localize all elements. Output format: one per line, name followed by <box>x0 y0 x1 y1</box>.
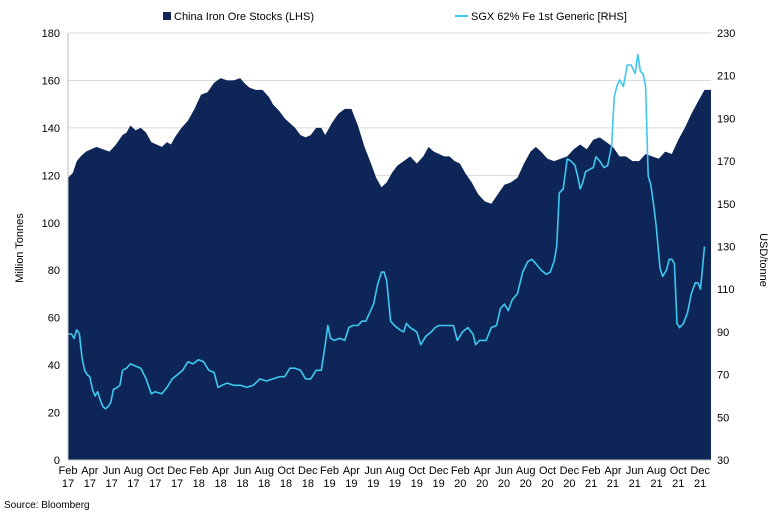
x-tick-year: 21 <box>672 478 684 490</box>
left-tick-label: 100 <box>42 218 60 230</box>
x-tick-year: 20 <box>454 478 466 490</box>
x-tick-month: Feb <box>59 465 78 477</box>
right-tick-label: 230 <box>717 28 735 40</box>
x-tick-month: Apr <box>343 465 360 477</box>
x-tick-year: 17 <box>62 478 74 490</box>
x-tick-month: Aug <box>385 465 405 477</box>
series-line-sgx-price <box>68 53 706 410</box>
right-axis-title: USD/tonne <box>757 233 769 287</box>
x-tick-month: Dec <box>167 465 187 477</box>
x-tick-month: Dec <box>560 465 580 477</box>
x-tick-month: Jun <box>495 465 513 477</box>
x-tick-month: Apr <box>474 465 491 477</box>
right-axis-ticks: 30 50 70 90 110 130 150 170 190 210 230 <box>717 28 735 467</box>
x-tick-year: 17 <box>171 478 183 490</box>
left-tick-label: 160 <box>42 75 60 87</box>
x-tick-month: Oct <box>277 465 294 477</box>
x-tick-month: Oct <box>147 465 164 477</box>
x-tick-year: 20 <box>520 478 532 490</box>
x-tick-month: Dec <box>690 465 710 477</box>
x-tick-year: 20 <box>563 478 575 490</box>
left-tick-label: 0 <box>54 455 60 467</box>
x-tick-year: 21 <box>585 478 597 490</box>
x-tick-year: 18 <box>258 478 270 490</box>
x-tick-month: Jun <box>364 465 382 477</box>
x-tick-year: 19 <box>389 478 401 490</box>
x-tick-month: Jun <box>626 465 644 477</box>
x-tick-year: 20 <box>541 478 553 490</box>
x-tick-year: 17 <box>84 478 96 490</box>
x-tick-month: Feb <box>320 465 339 477</box>
x-tick-year: 18 <box>302 478 314 490</box>
x-tick-year: 19 <box>345 478 357 490</box>
right-tick-label: 210 <box>717 71 735 83</box>
left-tick-label: 120 <box>42 170 60 182</box>
x-tick-year: 20 <box>476 478 488 490</box>
right-tick-label: 30 <box>717 455 729 467</box>
x-tick-year: 19 <box>323 478 335 490</box>
x-tick-year: 17 <box>106 478 118 490</box>
x-tick-year: 21 <box>650 478 662 490</box>
x-tick-year: 21 <box>607 478 619 490</box>
x-tick-year: 18 <box>214 478 226 490</box>
left-tick-label: 60 <box>48 313 60 325</box>
left-axis-title: Million Tonnes <box>14 213 26 283</box>
right-tick-label: 190 <box>717 113 735 125</box>
right-tick-label: 170 <box>717 156 735 168</box>
x-tick-month: Apr <box>604 465 621 477</box>
right-tick-label: 150 <box>717 199 735 211</box>
left-tick-label: 140 <box>42 123 60 135</box>
x-tick-month: Aug <box>254 465 274 477</box>
x-tick-month: Apr <box>81 465 98 477</box>
x-tick-month: Oct <box>670 465 687 477</box>
x-tick-year: 21 <box>629 478 641 490</box>
x-tick-month: Aug <box>124 465 144 477</box>
x-tick-month: Aug <box>516 465 536 477</box>
left-axis-ticks: 0 20 40 60 80 100 120 140 160 180 <box>42 28 60 467</box>
plot-area <box>67 33 711 461</box>
source-note: Source: Bloomberg <box>4 500 90 511</box>
right-tick-label: 50 <box>717 412 729 424</box>
x-tick-month: Feb <box>582 465 601 477</box>
x-tick-year: 19 <box>432 478 444 490</box>
x-tick-month: Dec <box>298 465 318 477</box>
x-tick-year: 18 <box>280 478 292 490</box>
x-tick-month: Aug <box>647 465 667 477</box>
x-tick-month: Apr <box>212 465 229 477</box>
legend-label-stocks: China Iron Ore Stocks (LHS) <box>174 11 314 23</box>
left-tick-label: 80 <box>48 265 60 277</box>
left-tick-label: 20 <box>48 408 60 420</box>
x-tick-month: Oct <box>408 465 425 477</box>
x-tick-month: Jun <box>103 465 121 477</box>
x-tick-year: 18 <box>193 478 205 490</box>
series-area-iron-ore-stocks <box>68 78 711 460</box>
right-tick-label: 70 <box>717 370 729 382</box>
legend: China Iron Ore Stocks (LHS) SGX 62% Fe 1… <box>163 11 627 23</box>
x-tick-year: 18 <box>236 478 248 490</box>
x-tick-month: Dec <box>429 465 449 477</box>
left-tick-label: 180 <box>42 28 60 40</box>
x-tick-month: Feb <box>451 465 470 477</box>
x-axis-ticks: Feb17Apr17Jun17Aug17Oct17Dec17Feb18Apr18… <box>59 465 711 490</box>
right-tick-label: 130 <box>717 242 735 254</box>
legend-label-sgx: SGX 62% Fe 1st Generic [RHS] <box>471 11 627 23</box>
x-tick-year: 20 <box>498 478 510 490</box>
x-tick-month: Jun <box>234 465 252 477</box>
right-tick-label: 110 <box>717 284 735 296</box>
right-tick-label: 90 <box>717 327 729 339</box>
x-tick-year: 19 <box>411 478 423 490</box>
x-tick-year: 21 <box>694 478 706 490</box>
x-tick-month: Feb <box>189 465 208 477</box>
x-tick-year: 17 <box>149 478 161 490</box>
x-tick-year: 19 <box>367 478 379 490</box>
x-tick-year: 17 <box>127 478 139 490</box>
left-tick-label: 40 <box>48 360 60 372</box>
x-tick-month: Oct <box>539 465 556 477</box>
legend-marker-stocks <box>163 12 171 20</box>
